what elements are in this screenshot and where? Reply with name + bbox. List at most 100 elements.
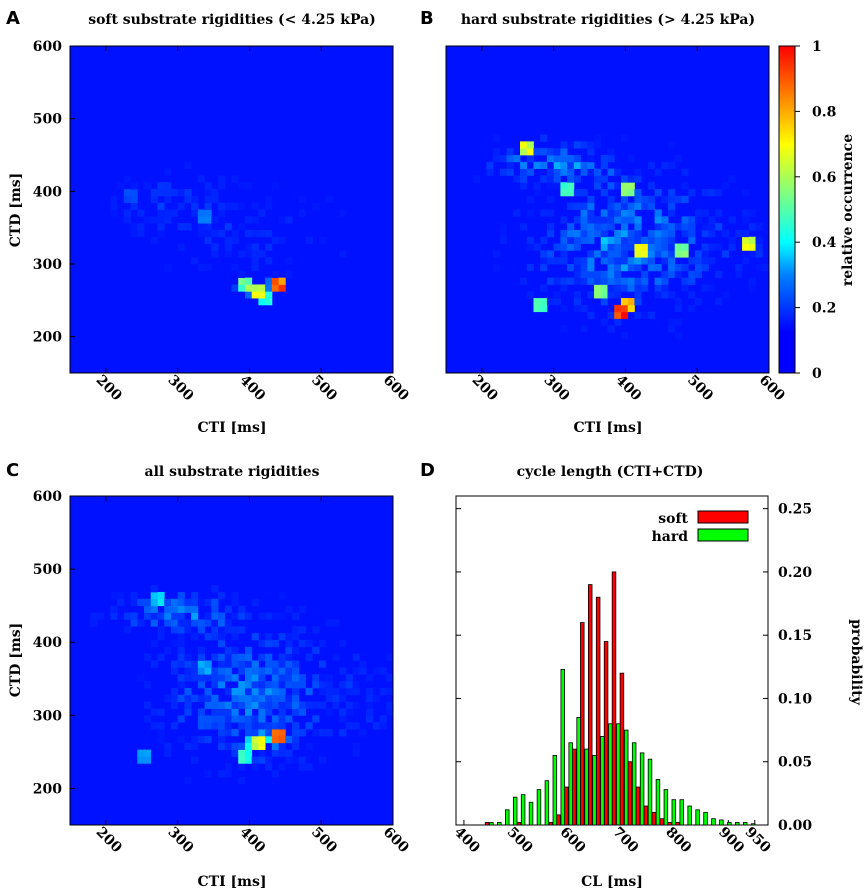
heatmap-cell: [594, 250, 602, 258]
heatmap-cell: [238, 605, 246, 613]
heatmap-cell: [258, 291, 266, 299]
heatmap-cell: [204, 209, 212, 217]
heatmap-cell: [211, 681, 219, 689]
heatmap-cell: [164, 694, 172, 703]
heatmap-cell: [191, 591, 199, 600]
heatmap-cell: [580, 202, 588, 210]
heatmap-cell: [620, 332, 629, 340]
heatmap-cell: [567, 229, 575, 238]
heatmap-cell: [345, 674, 354, 682]
heatmap-cell: [258, 612, 266, 620]
heatmap-cell: [231, 236, 239, 244]
heatmap-cell: [258, 209, 266, 217]
heatmap-cell: [130, 202, 138, 210]
heatmap-cell: [117, 182, 125, 190]
heatmap-cell: [594, 284, 602, 292]
heatmap-cell: [244, 660, 253, 668]
heatmap-cell: [110, 202, 118, 210]
heatmap-cell: [292, 708, 300, 716]
heatmap-cell: [244, 742, 253, 750]
heatmap-cell: [305, 236, 313, 244]
heatmap-cell: [668, 325, 676, 333]
heatmap-cell: [325, 674, 333, 682]
heatmap-cell: [211, 229, 219, 238]
heatmap-cell: [573, 298, 581, 306]
heatmap-cell: [251, 729, 259, 737]
heatmap-cell: [231, 612, 239, 620]
heatmap-cell: [674, 270, 682, 279]
heatmap-cell: [573, 202, 581, 210]
heatmap-cell: [157, 708, 165, 716]
heatmap-cell: [620, 264, 629, 272]
heatmap-cell: [345, 701, 354, 709]
heatmap-cell: [150, 195, 158, 204]
heatmap-cell: [681, 223, 689, 231]
heatmap-cell: [305, 722, 313, 730]
heatmap-cell: [244, 701, 253, 709]
heatmap-cell: [600, 284, 608, 292]
heatmap-cell: [150, 612, 158, 620]
heatmap-cell: [231, 708, 239, 716]
heatmap-cell: [620, 250, 629, 258]
heatmap-cell: [170, 189, 179, 197]
heatmap-cell: [197, 598, 205, 607]
heatmap-cell: [177, 633, 185, 641]
heatmap-cell: [130, 182, 138, 190]
heatmap-cell: [251, 284, 259, 292]
bar-soft: [619, 672, 625, 826]
heatmap-b: [446, 46, 769, 373]
heatmap-cell: [641, 284, 649, 292]
heatmap-cell: [231, 264, 239, 272]
heatmap-cell: [607, 257, 615, 265]
heatmap-cell: [231, 646, 239, 655]
heatmap-cell: [600, 257, 608, 265]
heatmap-cell: [661, 223, 669, 231]
heatmap-cell: [352, 687, 360, 696]
heatmap-cell: [332, 619, 340, 627]
heatmap-cell: [271, 270, 280, 279]
heatmap-cell: [170, 626, 179, 634]
heatmap-cell: [546, 155, 555, 163]
heatmap-cell: [123, 195, 131, 204]
heatmap-cell: [231, 694, 239, 703]
heatmap-cell: [244, 708, 253, 716]
heatmap-cell: [258, 250, 266, 258]
heatmap-cell: [244, 694, 253, 703]
heatmap-cell: [513, 209, 521, 217]
heatmap-cell: [318, 687, 327, 696]
heatmap-cell: [634, 168, 642, 176]
heatmap-cell: [130, 189, 138, 197]
heatmap-cell: [211, 605, 219, 613]
legend-label-hard: hard: [652, 529, 689, 545]
heatmap-cell: [560, 236, 568, 244]
heatmap-cell: [620, 175, 629, 183]
heatmap-cell: [654, 229, 662, 238]
bar-hard: [750, 823, 756, 826]
heatmap-cell: [218, 209, 226, 217]
bar-soft: [675, 822, 680, 826]
heatmap-cell: [526, 236, 534, 244]
heatmap-cell: [553, 155, 561, 163]
heatmap-cell: [540, 284, 548, 292]
heatmap-cell: [654, 216, 662, 224]
bar-hard: [505, 809, 510, 826]
heatmap-cell: [150, 236, 158, 244]
heatmap-cell: [587, 264, 595, 272]
heatmap-cell: [620, 311, 629, 319]
heatmap-cell: [298, 701, 306, 709]
heatmap-cell: [748, 250, 756, 258]
heatmap-cell: [150, 598, 158, 607]
heatmap-cell: [265, 202, 273, 210]
heatmap-cell: [681, 264, 689, 272]
bar-hard: [497, 822, 502, 826]
colorbar-tick-label: 0.8: [812, 104, 836, 120]
heatmap-cell: [546, 277, 555, 285]
heatmap-cell: [620, 202, 629, 210]
heatmap-cell: [647, 236, 656, 244]
heatmap-cell: [540, 161, 548, 170]
heatmap-cell: [742, 209, 750, 217]
heatmap-cell: [292, 694, 300, 703]
heatmap-a: [70, 46, 393, 373]
heatmap-cell: [244, 729, 253, 737]
bar-soft: [580, 622, 585, 826]
